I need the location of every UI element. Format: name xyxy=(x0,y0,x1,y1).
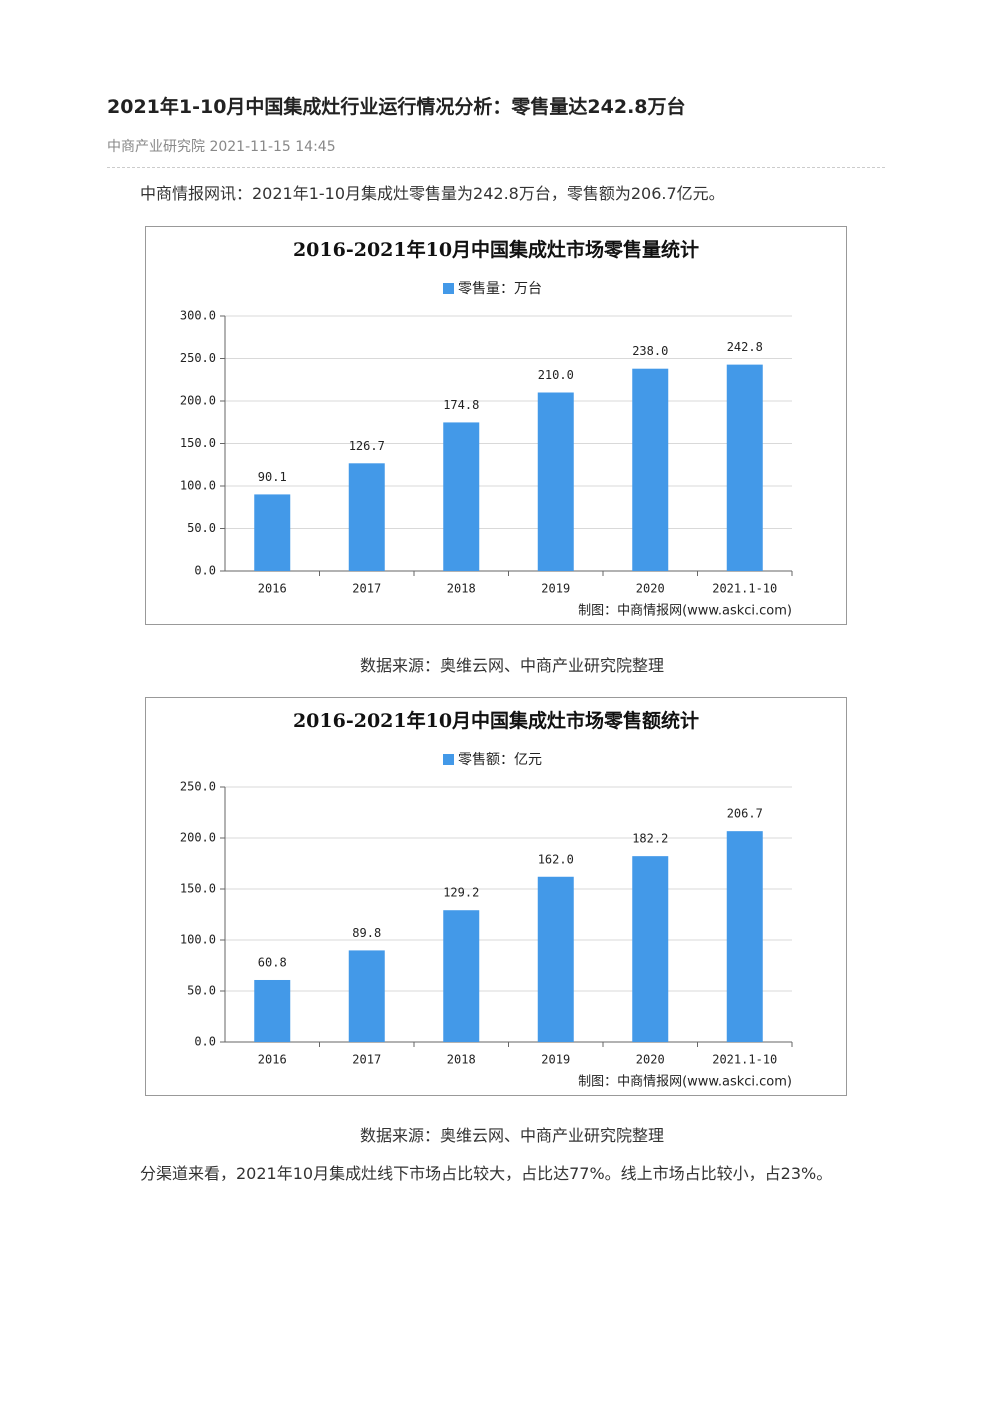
x-tick-label: 2019 xyxy=(541,582,570,596)
x-tick-label: 2017 xyxy=(352,1053,381,1067)
bar xyxy=(537,876,574,1042)
value-label: 129.2 xyxy=(443,886,479,900)
y-tick-label: 300.0 xyxy=(180,309,216,323)
legend-label: 零售量：万台 xyxy=(458,281,542,297)
bar xyxy=(348,950,385,1042)
value-label: 242.8 xyxy=(727,340,763,354)
caption: 数据来源：奥维云网、中商产业研究院整理 xyxy=(359,1126,664,1145)
article-title: 2021年1-10月中国集成灶行业运行情况分析：零售量达242.8万台 xyxy=(107,96,686,118)
bar xyxy=(443,910,480,1042)
bar xyxy=(348,463,385,571)
bar xyxy=(443,422,480,571)
bar xyxy=(537,392,574,571)
chart-credit: 制图：中商情报网(www.askci.com) xyxy=(578,604,792,619)
bar xyxy=(632,856,669,1042)
y-tick-label: 50.0 xyxy=(187,521,216,535)
y-tick-label: 250.0 xyxy=(180,351,216,365)
value-label: 162.0 xyxy=(538,852,574,866)
x-tick-label: 2020 xyxy=(636,1053,665,1067)
y-tick-label: 100.0 xyxy=(180,479,216,493)
y-tick-label: 200.0 xyxy=(180,394,216,408)
chart-frame: 2016-2021年10月中国集成灶市场零售量统计零售量：万台 0.0 50.0 10… xyxy=(145,226,847,625)
value-label: 89.8 xyxy=(352,926,381,940)
y-tick-label: 150.0 xyxy=(180,882,216,896)
value-label: 126.7 xyxy=(349,439,385,453)
y-tick-label: 50.0 xyxy=(187,984,216,998)
x-tick-label: 2021.1-10 xyxy=(712,582,777,596)
value-label: 182.2 xyxy=(632,832,668,846)
x-tick-label: 2018 xyxy=(447,582,476,596)
x-tick-label: 2021.1-10 xyxy=(712,1053,777,1067)
legend-swatch xyxy=(443,754,454,765)
article-meta: 中商产业研究院 2021-11-15 14:45 xyxy=(107,136,336,156)
bar xyxy=(726,831,763,1042)
value-label: 206.7 xyxy=(727,807,763,821)
x-tick-label: 2019 xyxy=(541,1053,570,1067)
y-tick-label: 150.0 xyxy=(180,436,216,450)
source: 中商产业研究院 xyxy=(107,139,205,155)
y-tick-label: 0.0 xyxy=(194,564,216,578)
x-tick-label: 2018 xyxy=(447,1053,476,1067)
value-label: 60.8 xyxy=(258,955,287,969)
value-label: 238.0 xyxy=(632,344,668,358)
divider xyxy=(107,167,885,168)
value-label: 174.8 xyxy=(443,398,479,412)
y-tick-label: 0.0 xyxy=(194,1035,216,1049)
y-tick-label: 200.0 xyxy=(180,831,216,845)
value-label: 210.0 xyxy=(538,368,574,382)
date: 2021-11-15 14:45 xyxy=(209,139,336,155)
bar xyxy=(632,368,669,571)
x-tick-label: 2020 xyxy=(636,582,665,596)
y-tick-label: 250.0 xyxy=(180,780,216,794)
chart-title: 2016-2021年10月中国集成灶市场零售量统计 xyxy=(293,238,699,261)
chart-frame: 2016-2021年10月中国集成灶市场零售额统计零售额：亿元 0.0 50.0 10… xyxy=(145,697,847,1096)
chart-credit: 制图：中商情报网(www.askci.com) xyxy=(578,1075,792,1090)
value-label: 90.1 xyxy=(258,470,287,484)
caption: 数据来源：奥维云网、中商产业研究院整理 xyxy=(359,656,664,675)
paragraph: 分渠道来看，2021年10月集成灶线下市场占比较大，占比达77%。线上市场占比较… xyxy=(140,1164,833,1183)
bar xyxy=(254,494,291,571)
chart-title: 2016-2021年10月中国集成灶市场零售额统计 xyxy=(293,709,699,732)
y-tick-label: 100.0 xyxy=(180,933,216,947)
intro: 中商情报网讯：2021年1-10月集成灶零售量为242.8万台，零售额为206.… xyxy=(140,184,725,203)
legend-label: 零售额：亿元 xyxy=(458,752,542,768)
bar xyxy=(254,979,291,1042)
bar xyxy=(726,364,763,571)
x-tick-label: 2016 xyxy=(258,582,287,596)
x-tick-label: 2016 xyxy=(258,1053,287,1067)
legend-swatch xyxy=(443,283,454,294)
x-tick-label: 2017 xyxy=(352,582,381,596)
